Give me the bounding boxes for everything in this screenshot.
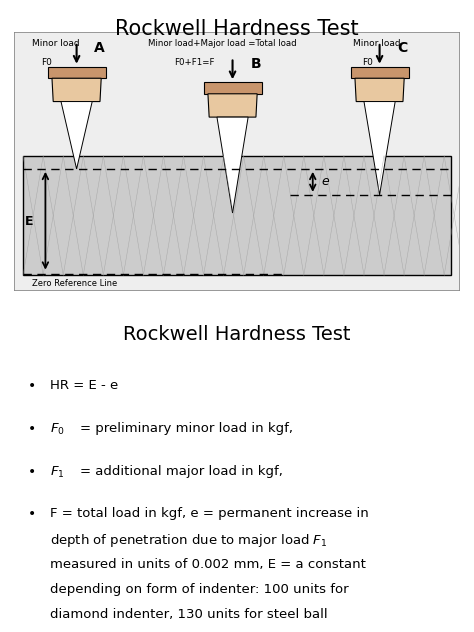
Text: Rockwell Hardness Test: Rockwell Hardness Test (123, 325, 351, 344)
Text: $F_0$: $F_0$ (50, 422, 65, 437)
Text: F = total load in kgf, e = permanent increase in: F = total load in kgf, e = permanent inc… (50, 507, 369, 520)
Text: F0: F0 (41, 58, 52, 66)
Text: •: • (27, 422, 36, 436)
Polygon shape (364, 102, 395, 195)
Text: e: e (322, 176, 329, 188)
Text: F0+F1=F: F0+F1=F (174, 58, 215, 66)
Text: = additional major load in kgf,: = additional major load in kgf, (80, 465, 283, 478)
Text: •: • (27, 507, 36, 521)
Polygon shape (208, 94, 257, 117)
Text: diamond indenter, 130 units for steel ball: diamond indenter, 130 units for steel ba… (50, 608, 328, 621)
Polygon shape (217, 117, 248, 213)
Text: •: • (27, 465, 36, 478)
Text: F0: F0 (362, 58, 373, 66)
Polygon shape (52, 78, 101, 102)
Text: E: E (25, 215, 34, 228)
FancyBboxPatch shape (14, 32, 460, 291)
Text: C: C (397, 41, 408, 56)
Text: A: A (94, 41, 105, 56)
Text: depending on form of indenter: 100 units for: depending on form of indenter: 100 units… (50, 583, 349, 596)
Polygon shape (61, 102, 92, 169)
Text: Minor load: Minor load (353, 39, 401, 49)
Text: Minor load: Minor load (32, 39, 80, 49)
FancyBboxPatch shape (203, 82, 262, 94)
Polygon shape (355, 78, 404, 102)
Text: •: • (27, 379, 36, 393)
Text: Zero Reference Line: Zero Reference Line (32, 279, 117, 288)
Text: HR = E - e: HR = E - e (50, 379, 119, 392)
Text: depth of penetration due to major load $F_1$: depth of penetration due to major load $… (50, 532, 328, 549)
Text: = preliminary minor load in kgf,: = preliminary minor load in kgf, (80, 422, 293, 435)
FancyBboxPatch shape (47, 66, 106, 78)
Text: measured in units of 0.002 mm, E = a constant: measured in units of 0.002 mm, E = a con… (50, 557, 366, 571)
FancyBboxPatch shape (23, 156, 451, 275)
FancyBboxPatch shape (351, 66, 409, 78)
Text: Rockwell Hardness Test: Rockwell Hardness Test (115, 19, 359, 39)
Text: B: B (250, 57, 261, 71)
Text: $F_1$: $F_1$ (50, 465, 65, 480)
Text: Minor load+Major load =Total load: Minor load+Major load =Total load (148, 39, 297, 49)
